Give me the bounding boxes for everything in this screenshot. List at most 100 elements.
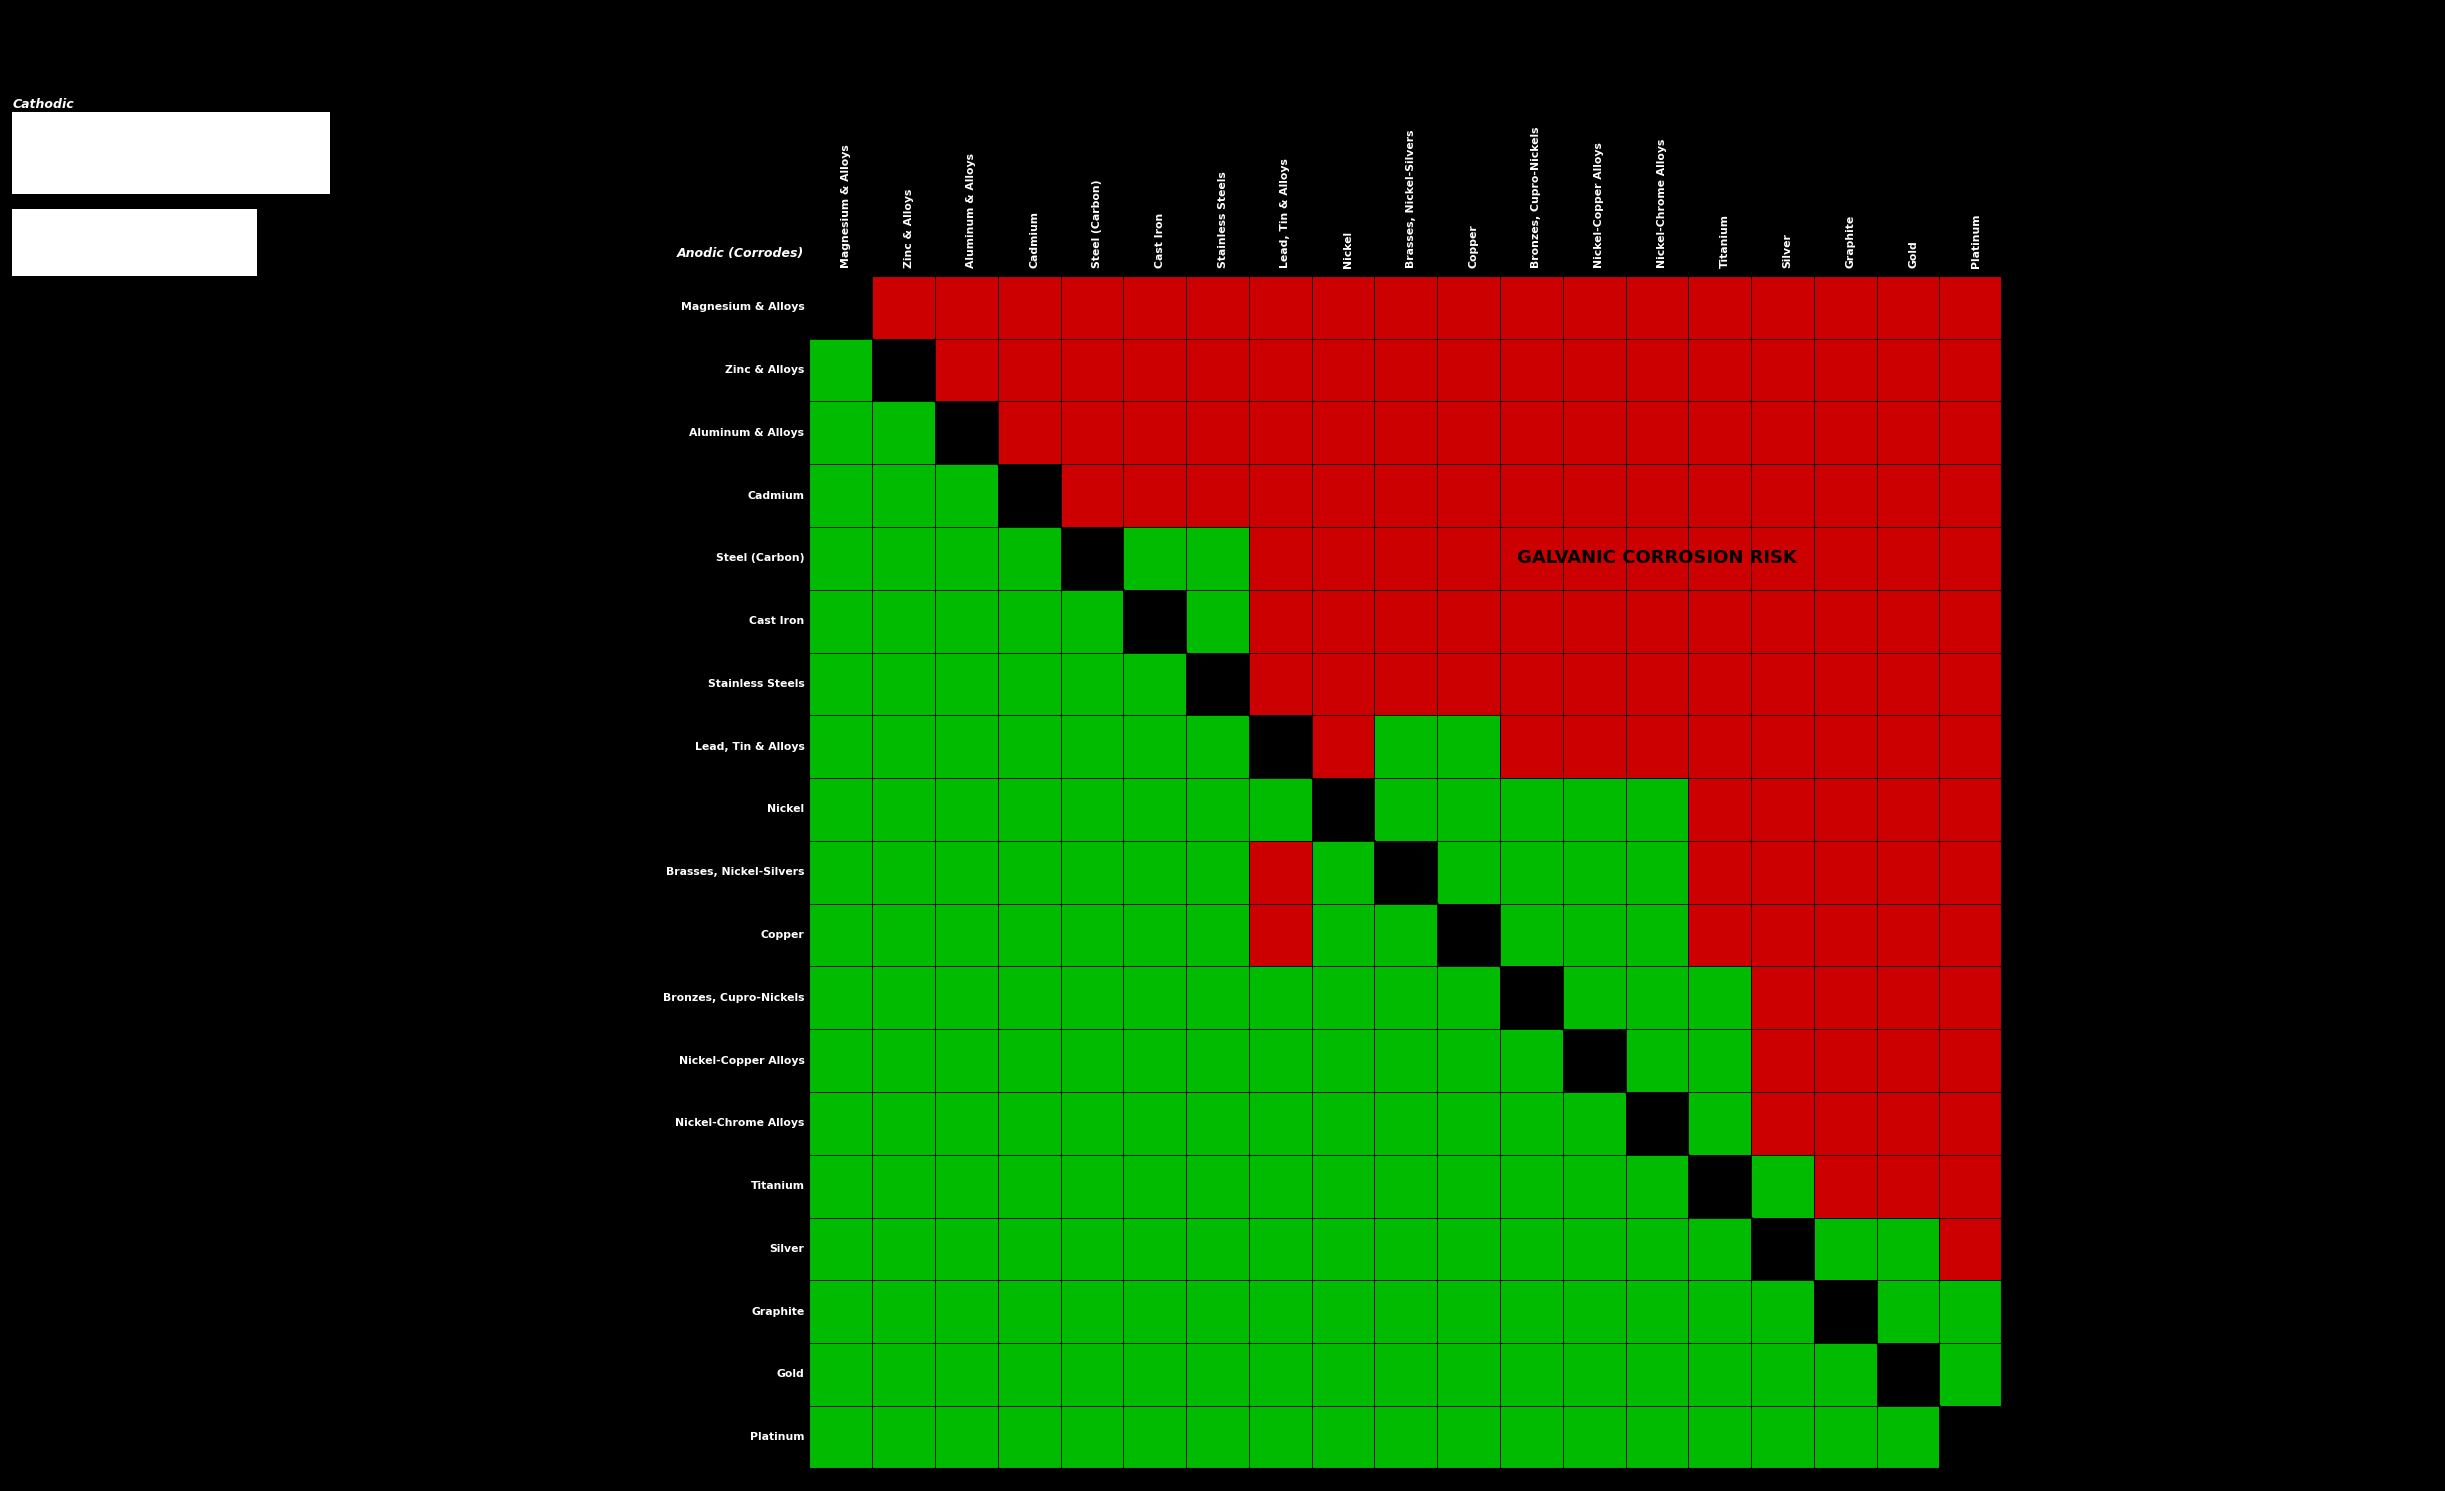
Bar <box>1311 338 1374 401</box>
Bar <box>1122 1154 1186 1218</box>
Bar <box>1562 1406 1626 1469</box>
Text: Nickel-Chrome Alloys: Nickel-Chrome Alloys <box>675 1118 804 1129</box>
Text: Magnesium & Alloys: Magnesium & Alloys <box>841 145 851 268</box>
Bar <box>1061 1406 1122 1469</box>
Bar <box>1562 1343 1626 1406</box>
Bar <box>1438 1029 1501 1091</box>
Bar <box>998 904 1061 966</box>
Bar <box>1438 1281 1501 1343</box>
Bar <box>1501 653 1562 716</box>
Text: Cadmium: Cadmium <box>748 491 804 501</box>
Text: Copper: Copper <box>1469 225 1479 268</box>
Bar <box>998 590 1061 653</box>
Bar <box>998 966 1061 1029</box>
Bar <box>1122 276 1186 338</box>
Bar <box>1751 526 1814 590</box>
Bar <box>1751 841 1814 904</box>
Bar <box>1751 1091 1814 1154</box>
Bar <box>998 1406 1061 1469</box>
Bar <box>934 904 998 966</box>
Bar <box>1122 841 1186 904</box>
Bar <box>1562 778 1626 841</box>
Bar <box>1374 904 1438 966</box>
Bar <box>934 1281 998 1343</box>
Bar <box>1689 966 1751 1029</box>
Bar <box>1311 1406 1374 1469</box>
Bar <box>1438 526 1501 590</box>
Text: Brasses, Nickel-Silvers: Brasses, Nickel-Silvers <box>665 868 804 877</box>
Bar <box>998 276 1061 338</box>
Bar <box>1939 1406 2002 1469</box>
Bar <box>873 590 934 653</box>
Bar <box>1061 338 1122 401</box>
Bar <box>998 464 1061 526</box>
Bar <box>1814 1406 1878 1469</box>
Bar <box>873 778 934 841</box>
Bar <box>1122 338 1186 401</box>
Bar <box>1814 904 1878 966</box>
Bar <box>1061 1343 1122 1406</box>
Bar <box>1501 716 1562 778</box>
Bar <box>1311 464 1374 526</box>
Text: Gold: Gold <box>778 1369 804 1379</box>
Bar <box>1311 1029 1374 1091</box>
Bar <box>934 338 998 401</box>
Bar <box>1186 1091 1249 1154</box>
Bar <box>1311 526 1374 590</box>
Text: Titanium: Titanium <box>1719 215 1729 268</box>
Bar <box>1438 778 1501 841</box>
Bar <box>1249 1154 1311 1218</box>
Bar <box>1814 1029 1878 1091</box>
Bar <box>873 1343 934 1406</box>
Bar <box>1939 1281 2002 1343</box>
Bar <box>934 1218 998 1281</box>
Bar <box>1689 1343 1751 1406</box>
Bar <box>873 1091 934 1154</box>
Bar <box>809 1091 873 1154</box>
Bar <box>1061 526 1122 590</box>
Bar <box>1122 1406 1186 1469</box>
Bar <box>1626 276 1689 338</box>
Bar <box>1438 653 1501 716</box>
Bar <box>1939 1343 2002 1406</box>
Bar <box>1249 653 1311 716</box>
Bar <box>1814 338 1878 401</box>
Bar <box>1374 1343 1438 1406</box>
Bar <box>998 1154 1061 1218</box>
Bar <box>1122 1091 1186 1154</box>
Bar <box>1311 1218 1374 1281</box>
Bar <box>1501 966 1562 1029</box>
Text: Nickel-Chrome Alloys: Nickel-Chrome Alloys <box>1658 139 1667 268</box>
Bar <box>1689 1029 1751 1091</box>
Bar <box>1186 716 1249 778</box>
Bar <box>1939 338 2002 401</box>
Bar <box>1249 778 1311 841</box>
Bar <box>1249 1281 1311 1343</box>
Bar <box>1311 778 1374 841</box>
Bar <box>1311 401 1374 464</box>
Bar <box>1626 1281 1689 1343</box>
Bar <box>1438 1091 1501 1154</box>
Bar <box>1249 1406 1311 1469</box>
Bar <box>1626 1029 1689 1091</box>
Bar <box>1689 464 1751 526</box>
Text: Platinum: Platinum <box>751 1433 804 1442</box>
Bar <box>1751 1029 1814 1091</box>
Bar <box>1249 1029 1311 1091</box>
Bar <box>1939 401 2002 464</box>
Bar <box>1751 1406 1814 1469</box>
Bar <box>1878 464 1939 526</box>
Bar <box>1878 653 1939 716</box>
Bar <box>1626 716 1689 778</box>
Bar <box>934 276 998 338</box>
Text: Aluminum & Alloys: Aluminum & Alloys <box>966 154 976 268</box>
Bar <box>1501 526 1562 590</box>
Bar <box>1374 590 1438 653</box>
Bar <box>1878 1281 1939 1343</box>
Bar <box>1186 401 1249 464</box>
Bar <box>1061 1029 1122 1091</box>
Bar <box>1186 653 1249 716</box>
Bar <box>873 526 934 590</box>
Text: Lead, Tin & Alloys: Lead, Tin & Alloys <box>1281 158 1291 268</box>
Text: Anodic (Corrodes): Anodic (Corrodes) <box>677 248 804 259</box>
